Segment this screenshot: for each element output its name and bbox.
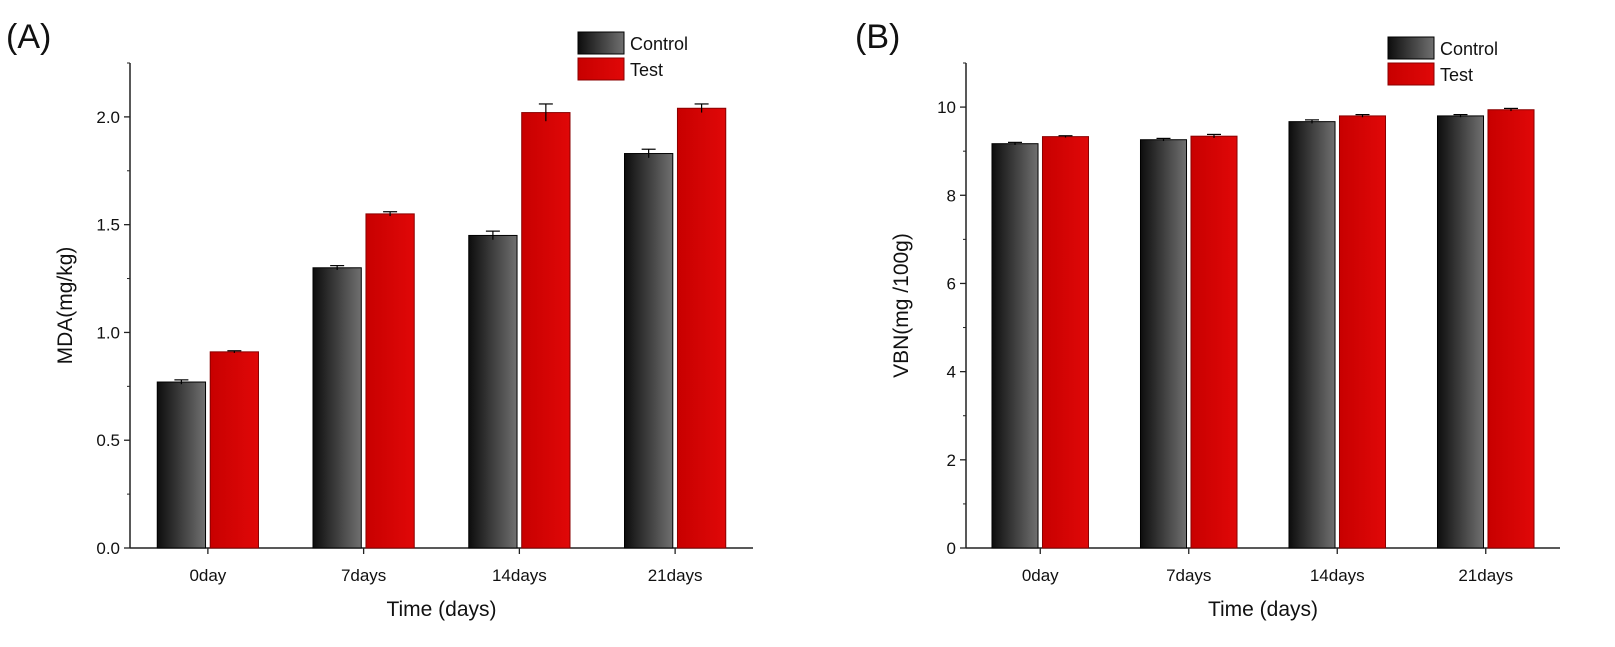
bar-test xyxy=(209,351,259,549)
y-tick-label: 2.0 xyxy=(96,108,120,127)
bar-test xyxy=(365,213,415,549)
bar-control xyxy=(991,143,1039,549)
chart-panel-b: (B) 0 2 4 6 8 10 VBN(mg /100g) Time (days) 0day 7d… xyxy=(855,18,1560,621)
bar-control xyxy=(156,381,207,549)
bar-test xyxy=(1041,136,1090,549)
x-axis-title: Time (days) xyxy=(1208,598,1318,621)
x-tick-label: 14days xyxy=(492,566,547,585)
y-tick-label: 4 xyxy=(947,363,956,382)
y-tick-label: 10 xyxy=(937,98,956,117)
bar-test xyxy=(1338,115,1387,549)
bar-control xyxy=(624,153,674,549)
y-tick-label: 2 xyxy=(947,451,956,470)
legend-swatch-control xyxy=(577,31,625,55)
y-tick-label: 8 xyxy=(947,186,956,205)
bar-test xyxy=(1487,109,1535,549)
legend-swatch-test xyxy=(577,57,625,81)
y-axis-title: VBN(mg /100g) xyxy=(890,233,913,378)
x-tick-label: 21days xyxy=(1458,566,1513,585)
legend-label-control: Control xyxy=(630,34,688,54)
x-tick-label: 0day xyxy=(189,566,226,585)
y-tick-label: 0 xyxy=(947,539,956,558)
x-tick-label: 21days xyxy=(648,566,703,585)
legend-label-control: Control xyxy=(1440,39,1498,59)
bar-control xyxy=(468,234,518,549)
bar-control xyxy=(1436,115,1485,549)
bar-test xyxy=(676,107,727,549)
bar-control xyxy=(1288,121,1336,549)
bar-control xyxy=(1139,139,1188,549)
x-tick-label: 7days xyxy=(1166,566,1211,585)
legend-label-test: Test xyxy=(1440,65,1473,85)
y-tick-label: 1.5 xyxy=(96,216,120,235)
y-tick-label: 1.0 xyxy=(96,323,120,342)
y-axis-title: MDA(mg/kg) xyxy=(54,247,77,365)
bar-control xyxy=(312,267,362,549)
panel-label: (A) xyxy=(6,18,51,56)
legend-swatch-test xyxy=(1387,62,1435,86)
bar-test xyxy=(521,112,571,549)
x-axis-title: Time (days) xyxy=(386,598,496,621)
legend-swatch-control xyxy=(1387,36,1435,60)
bar-test xyxy=(1190,135,1238,549)
panel-label: (B) xyxy=(855,18,900,56)
chart-panel-a: (A) 0.0 0.5 1.0 1.5 2.0 MDA(mg/kg) Time (days) 0… xyxy=(6,18,753,621)
y-tick-label: 6 xyxy=(947,274,956,293)
y-tick-label: 0.5 xyxy=(96,431,120,450)
legend-label-test: Test xyxy=(630,60,663,80)
x-tick-label: 7days xyxy=(341,566,386,585)
x-tick-label: 14days xyxy=(1310,566,1365,585)
y-tick-label: 0.0 xyxy=(96,539,120,558)
x-tick-label: 0day xyxy=(1022,566,1059,585)
